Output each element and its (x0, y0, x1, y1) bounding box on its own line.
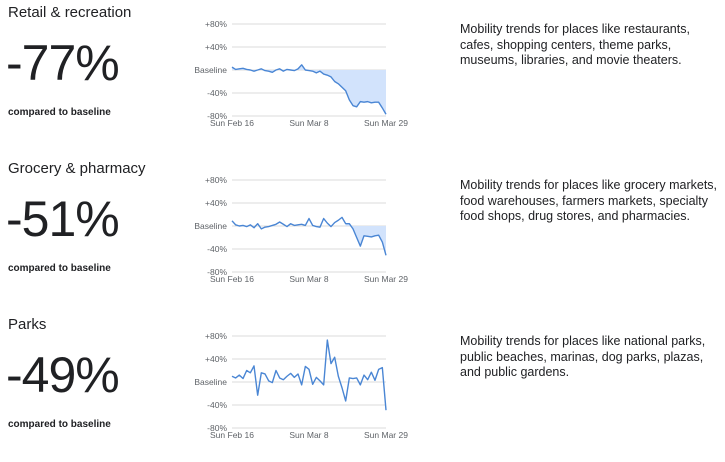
section-retail-recreation: Retail & recreation -77% compared to bas… (0, 0, 725, 150)
section-description: Mobility trends for places like national… (460, 334, 706, 379)
retail-recreation-chart: +80% +40% Baseline -40% -80%Sun Feb 16 Sun Ma… (194, 19, 408, 128)
y-tick-label: +40% (205, 42, 227, 52)
baseline-shaded-area (345, 223, 386, 256)
compared-label: compared to baseline (8, 263, 111, 274)
x-tick-label: Sun Mar 29 (364, 430, 408, 440)
y-tick-label: -80% (207, 267, 227, 277)
baseline-shaded-area (232, 64, 386, 115)
y-tick-label: -40% (207, 244, 227, 254)
y-tick-label: -80% (207, 111, 227, 121)
y-tick-label: -40% (207, 88, 227, 98)
percent-change: -51% (6, 191, 120, 247)
section-parks: Parks -49% compared to baseline +80% +40%… (0, 312, 725, 462)
y-tick-label: -80% (207, 423, 227, 433)
x-tick-label: Sun Feb 16 (210, 118, 254, 128)
grocery-pharmacy-chart: +80% +40% Baseline -40% -80%Sun Feb 16 Sun Ma… (194, 175, 408, 284)
y-tick-label: +80% (205, 331, 227, 341)
x-tick-label: Sun Mar 8 (289, 274, 328, 284)
x-tick-label: Sun Mar 29 (364, 274, 408, 284)
section-description: Mobility trends for places like grocery … (460, 178, 718, 223)
y-tick-label: +40% (205, 198, 227, 208)
y-tick-label: +80% (205, 175, 227, 185)
y-tick-label: Baseline (194, 221, 227, 231)
y-tick-label: -40% (207, 400, 227, 410)
y-tick-label: Baseline (194, 377, 227, 387)
section-grocery-pharmacy: Grocery & pharmacy -51% compared to base… (0, 156, 725, 306)
x-tick-label: Sun Feb 16 (210, 274, 254, 284)
section-description: Mobility trends for places like restaura… (460, 22, 690, 67)
y-tick-label: +80% (205, 19, 227, 29)
parks-chart: +80% +40% Baseline -40% -80%Sun Feb 16 Sun Ma… (194, 331, 408, 440)
percent-change: -77% (6, 35, 120, 91)
y-tick-label: +40% (205, 354, 227, 364)
x-tick-label: Sun Mar 8 (289, 118, 328, 128)
section-title: Grocery & pharmacy (8, 160, 146, 177)
x-tick-label: Sun Feb 16 (210, 430, 254, 440)
section-title: Parks (8, 316, 47, 333)
y-tick-label: Baseline (194, 65, 227, 75)
trend-line (231, 339, 387, 411)
section-title: Retail & recreation (8, 4, 132, 21)
x-tick-label: Sun Mar 29 (364, 118, 408, 128)
trend-line (231, 216, 387, 256)
trend-line (231, 64, 387, 115)
compared-label: compared to baseline (8, 107, 111, 118)
percent-change: -49% (6, 347, 120, 403)
compared-label: compared to baseline (8, 419, 111, 430)
x-tick-label: Sun Mar 8 (289, 430, 328, 440)
